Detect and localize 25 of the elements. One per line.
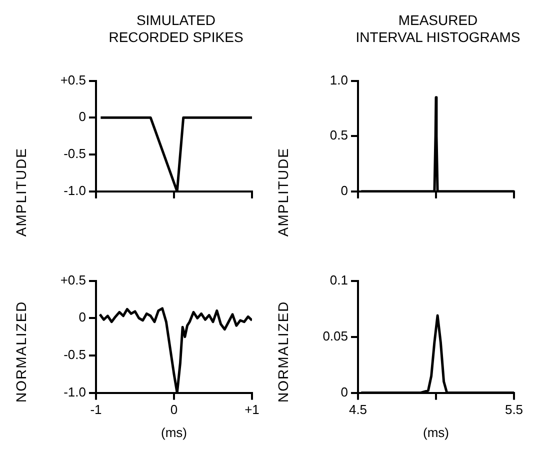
x-tick-label: 0 bbox=[170, 402, 178, 418]
y-tick-label: 0 bbox=[78, 310, 86, 325]
y-tick-label: 0.1 bbox=[330, 272, 348, 288]
y-tick-label: -0.5 bbox=[64, 347, 86, 362]
y-tick-label: 0.5 bbox=[330, 128, 348, 143]
x-axis-title: (ms) bbox=[423, 424, 449, 440]
y-tick-label: -0.5 bbox=[64, 146, 86, 162]
y-tick-label: 1.0 bbox=[330, 72, 348, 88]
x-tick-label: 5.5 bbox=[504, 402, 524, 418]
x-axis-title: (ms) bbox=[161, 424, 187, 440]
y-tick-label: +0.5 bbox=[60, 272, 86, 288]
y-axis-title: NORMALIZED AMPLITUDE bbox=[13, 146, 30, 405]
y-tick-label: -1.0 bbox=[64, 384, 86, 400]
y-tick-label: -1.0 bbox=[64, 182, 86, 198]
x-tick-label: +1 bbox=[244, 402, 260, 418]
y-tick-label: +0.5 bbox=[60, 72, 86, 88]
y-axis-title: NORMALIZED AMPLITUDE bbox=[275, 146, 292, 405]
chart-title: SIMULATED RECORDED SPIKES bbox=[108, 12, 244, 46]
x-tick-label: 4.5 bbox=[348, 402, 368, 418]
y-tick-label: 0 bbox=[78, 109, 86, 124]
chart-title: MEASURED INTERVAL HISTOGRAMS bbox=[354, 12, 522, 46]
y-tick-label: 0 bbox=[340, 182, 348, 198]
y-tick-label: 0.05 bbox=[322, 328, 348, 344]
y-tick-label: 0 bbox=[340, 384, 348, 400]
x-tick-label: -1 bbox=[90, 402, 102, 418]
